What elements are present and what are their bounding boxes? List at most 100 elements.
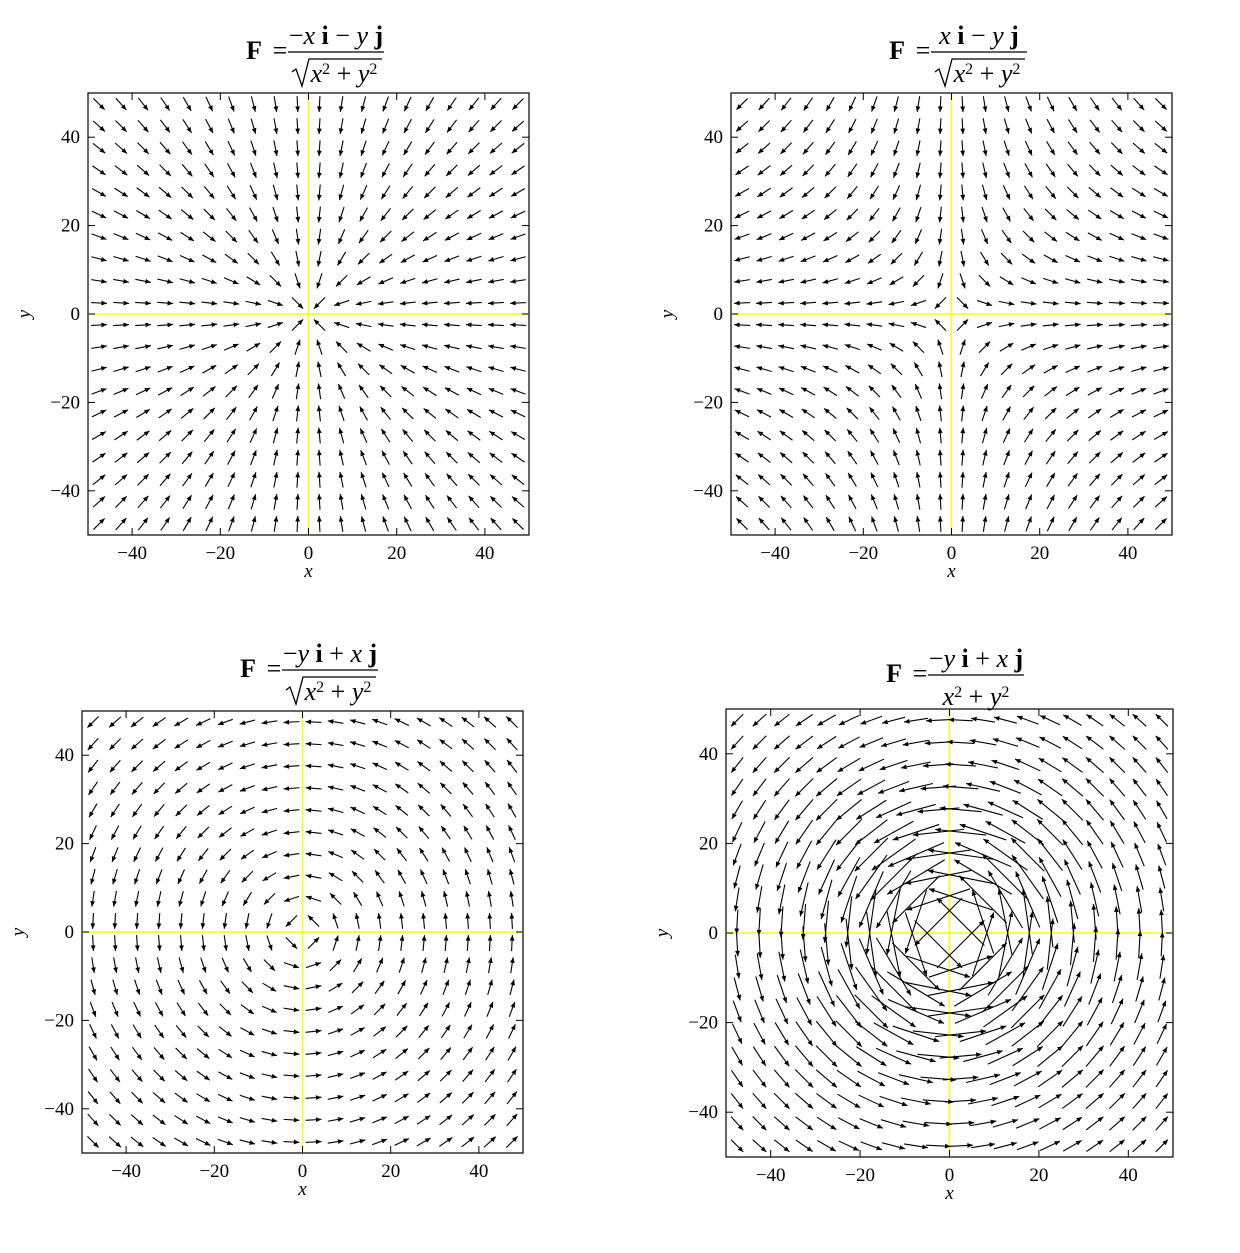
- arrow: [800, 232, 816, 241]
- arrow-head: [756, 322, 762, 328]
- arrow: [734, 366, 750, 372]
- arrow-head: [297, 302, 304, 309]
- arrow: [893, 450, 900, 466]
- arrow-head: [359, 237, 365, 244]
- arrow-head: [101, 278, 107, 284]
- arrow-head: [735, 169, 742, 175]
- y-tick-label: 0: [71, 304, 81, 325]
- arrow-head: [123, 322, 129, 328]
- arrow-head: [445, 408, 452, 415]
- arrow: [467, 452, 481, 464]
- arrow-head: [316, 194, 322, 201]
- arrow: [444, 209, 459, 220]
- arrow-head: [800, 279, 807, 284]
- arrow-head: [425, 148, 431, 155]
- arrow-head: [295, 194, 301, 201]
- arrow: [757, 187, 772, 198]
- x-tick-label: −20: [199, 1161, 229, 1182]
- arrow-head: [254, 280, 261, 285]
- arrow: [802, 495, 814, 509]
- arrow: [734, 300, 750, 306]
- arrow-head: [275, 280, 282, 287]
- arrow: [157, 344, 174, 350]
- arrow: [848, 516, 857, 532]
- arrow-head: [780, 170, 786, 176]
- arrow: [246, 276, 261, 286]
- arrow-head: [231, 258, 238, 264]
- arrow-head: [756, 278, 763, 284]
- arrow: [180, 386, 195, 397]
- title-equals: =: [916, 36, 931, 65]
- arrow: [869, 185, 880, 200]
- arrow-head: [229, 105, 235, 112]
- arrow-head: [734, 344, 740, 350]
- arrow: [779, 187, 793, 198]
- arrow: [424, 163, 436, 177]
- x-tick-label: 20: [381, 1161, 400, 1182]
- arrow: [467, 142, 480, 155]
- arrow: [115, 120, 128, 133]
- arrow: [359, 428, 368, 444]
- arrow: [136, 408, 151, 419]
- title-denominator: x2 + y2: [953, 59, 1021, 88]
- arrow: [205, 96, 214, 112]
- arrow: [135, 344, 152, 350]
- arrow-head: [870, 472, 876, 479]
- arrow-head: [781, 517, 787, 524]
- arrow-head: [99, 169, 106, 175]
- arrow: [844, 322, 861, 328]
- arrow: [159, 164, 172, 177]
- arrow: [250, 96, 257, 112]
- arrow: [802, 119, 814, 133]
- arrow-head: [845, 365, 852, 371]
- arrow-head: [360, 472, 366, 479]
- arrow-head: [275, 341, 282, 348]
- arrow: [510, 322, 526, 328]
- arrow: [468, 517, 480, 531]
- arrow-head: [401, 386, 408, 392]
- arrow: [338, 427, 345, 444]
- arrow: [871, 516, 878, 532]
- arrow-head: [824, 429, 831, 436]
- arrow: [295, 493, 301, 510]
- arrow-head: [510, 322, 516, 328]
- arrow: [294, 273, 301, 289]
- arrow-head: [868, 385, 875, 392]
- arrow-head: [447, 495, 453, 502]
- arrow: [511, 120, 525, 132]
- arrow-head: [736, 104, 742, 110]
- arrow-head: [465, 300, 472, 306]
- arrow: [382, 96, 389, 112]
- arrow-head: [273, 449, 279, 456]
- arrow-head: [276, 322, 283, 327]
- arrow-head: [403, 451, 409, 458]
- arrow-head: [99, 496, 105, 503]
- arrow-head: [100, 388, 107, 393]
- arrow: [204, 163, 215, 178]
- arrow: [113, 344, 129, 350]
- arrow-head: [121, 474, 128, 480]
- arrow: [403, 96, 412, 112]
- arrow: [180, 209, 194, 221]
- arrow-head: [99, 125, 105, 132]
- arrow: [443, 300, 460, 306]
- arrow: [356, 276, 371, 286]
- arrow: [844, 277, 860, 284]
- arrow: [114, 430, 129, 441]
- arrow: [355, 322, 372, 328]
- arrow-head: [736, 125, 742, 132]
- arrow-head: [273, 405, 279, 412]
- arrow-head: [801, 387, 808, 393]
- arrow: [180, 407, 194, 419]
- arrow: [92, 165, 106, 176]
- x-tick-label: 40: [475, 543, 494, 564]
- arrow-head: [846, 236, 852, 242]
- arrow-head: [145, 300, 152, 306]
- arrow-head: [99, 147, 106, 154]
- arrow: [204, 141, 214, 156]
- arrow: [135, 278, 152, 284]
- arrow-head: [848, 127, 854, 134]
- arrow-head: [847, 192, 853, 199]
- arrow-head: [208, 149, 214, 156]
